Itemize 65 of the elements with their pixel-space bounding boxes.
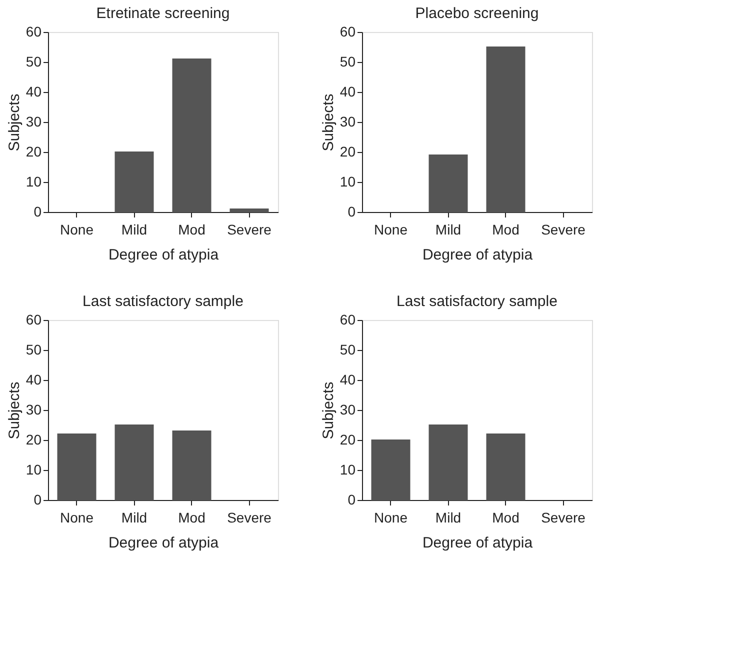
y-tick-label: 0 [348,492,356,508]
y-axis-title: Subjects [6,382,23,440]
x-tick-label: Mild [121,222,148,238]
bar [230,208,269,212]
bar [114,152,154,212]
x-axis-title: Degree of atypia [422,534,534,552]
bar [114,424,154,500]
y-tick-label: 10 [340,462,356,478]
y-tick-label: 0 [34,492,42,508]
x-tick-label: None [374,222,408,238]
x-tick-label: Severe [541,510,586,526]
x-axis-title: Degree of atypia [108,246,220,264]
bar [486,434,526,500]
x-axis-title: Degree of atypia [108,534,220,552]
y-tick-label: 60 [26,312,42,328]
y-axis-title: Subjects [320,382,337,440]
y-tick-label: 60 [340,24,356,40]
chart-title: Etretinate screening [96,5,230,22]
x-tick-label: None [374,510,408,526]
x-tick-label: Severe [541,222,586,238]
y-tick-label: 10 [26,462,42,478]
x-tick-label: Mild [121,510,148,526]
y-tick-label: 20 [340,432,356,448]
x-tick-label: Mod [492,222,520,238]
y-tick-label: 30 [26,114,42,130]
y-tick-label: 30 [340,402,356,418]
y-tick-label: 0 [34,204,42,220]
chart-title: Placebo screening [415,5,539,22]
y-tick-label: 50 [340,54,356,70]
y-tick-label: 40 [26,84,42,100]
bar [371,440,410,500]
y-tick-label: 40 [340,84,356,100]
y-tick-label: 60 [26,24,42,40]
x-axis-title: Degree of atypia [422,246,534,264]
bar [57,434,96,500]
y-tick-label: 20 [26,144,42,160]
y-tick-label: 60 [340,312,356,328]
chart-title: Last satisfactory sample [82,293,244,310]
x-tick-label: None [60,510,94,526]
y-tick-label: 40 [340,372,356,388]
x-tick-label: None [60,222,94,238]
x-tick-label: Mod [492,510,520,526]
chart-title: Last satisfactory sample [396,293,558,310]
y-tick-label: 30 [26,402,42,418]
y-tick-label: 10 [340,174,356,190]
x-tick-label: Mod [178,510,206,526]
y-tick-label: 30 [340,114,356,130]
x-tick-label: Mild [435,510,462,526]
y-tick-label: 50 [26,342,42,358]
y-axis-title: Subjects [6,94,23,152]
y-tick-label: 20 [340,144,356,160]
x-tick-label: Mild [435,222,462,238]
y-axis-title: Subjects [320,94,337,152]
bar [172,58,212,212]
bar [428,424,468,500]
y-tick-label: 20 [26,432,42,448]
x-tick-label: Severe [227,222,272,238]
y-tick-label: 40 [26,372,42,388]
y-tick-label: 50 [340,342,356,358]
x-tick-label: Severe [227,510,272,526]
bar [172,430,212,500]
y-tick-label: 0 [348,204,356,220]
y-tick-label: 10 [26,174,42,190]
x-tick-label: Mod [178,222,206,238]
y-tick-label: 50 [26,54,42,70]
